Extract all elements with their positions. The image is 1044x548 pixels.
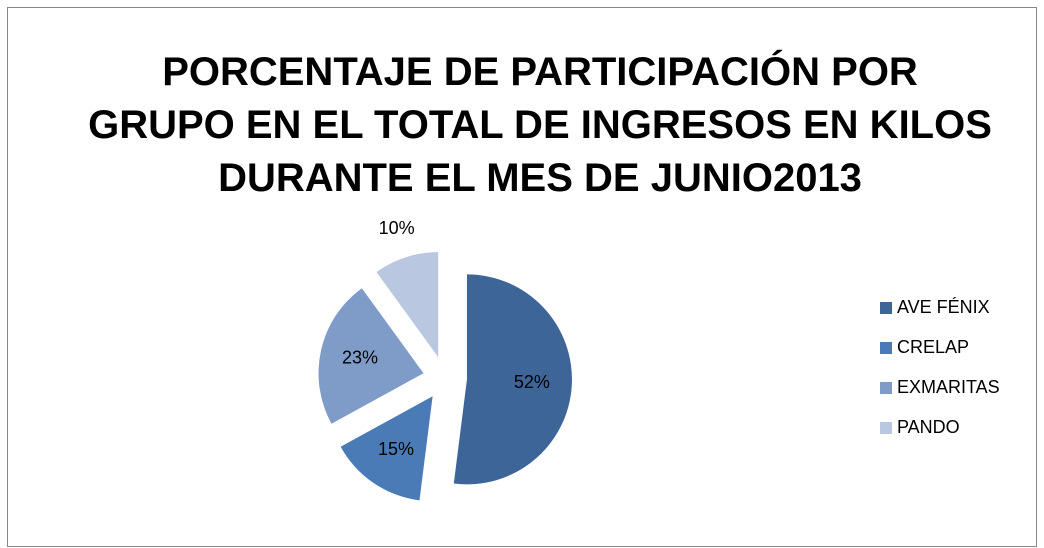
legend-label: PANDO — [897, 417, 960, 437]
data-label: 10% — [379, 218, 415, 238]
pie-slice — [318, 288, 424, 424]
legend-label: AVE FÉNIX — [897, 297, 990, 317]
chart-title: PORCENTAJE DE PARTICIPACIÓN POR GRUPO EN… — [88, 50, 992, 200]
legend-label: CRELAP — [897, 337, 969, 357]
legend-swatch — [880, 302, 892, 314]
data-label: 23% — [342, 348, 378, 368]
legend-swatch — [880, 382, 892, 394]
pie-slice — [376, 252, 439, 358]
pie-slice — [340, 396, 433, 501]
data-label: 52% — [514, 372, 550, 392]
data-label: 15% — [378, 439, 414, 459]
pie-slice — [453, 274, 572, 485]
legend-label: EXMARITAS — [897, 377, 1000, 397]
legend-swatch — [880, 342, 892, 354]
legend-swatch — [880, 422, 892, 434]
